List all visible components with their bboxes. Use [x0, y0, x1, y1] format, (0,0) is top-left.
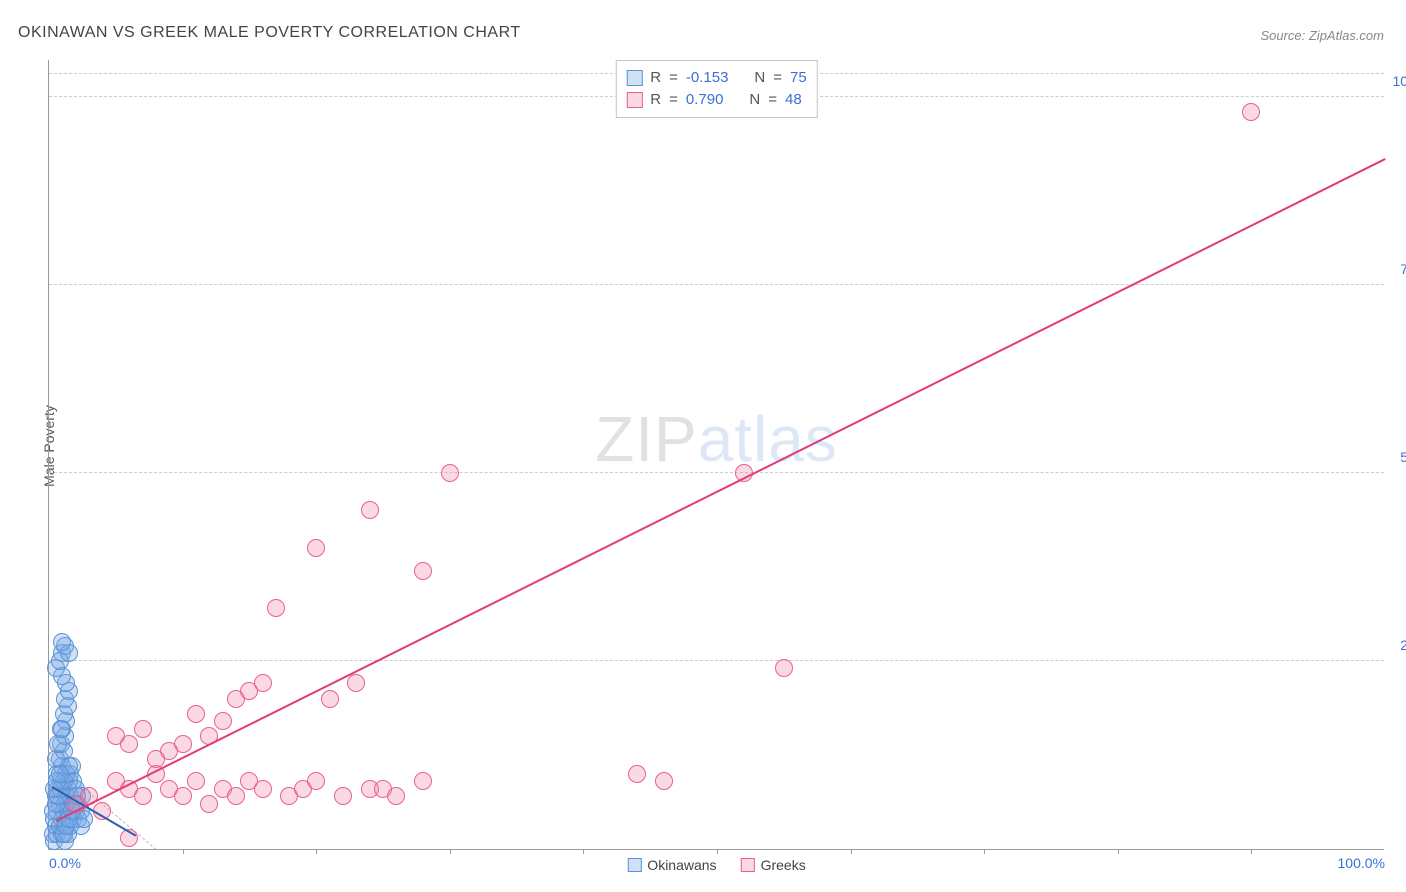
data-point	[214, 712, 232, 730]
eq: =	[773, 67, 782, 89]
scatter-plot-area: ZIPatlas R=-0.153N=75R=0.790N=48 Okinawa…	[48, 60, 1384, 850]
n-label: N	[754, 67, 765, 89]
x-tick	[183, 849, 184, 854]
x-tick-label: 0.0%	[49, 855, 81, 871]
data-point	[775, 659, 793, 677]
data-point	[307, 539, 325, 557]
source-attribution: Source: ZipAtlas.com	[1260, 28, 1384, 43]
trend-line	[55, 158, 1385, 822]
x-tick-label: 100.0%	[1338, 855, 1385, 871]
legend-swatch	[627, 858, 641, 872]
source-name: ZipAtlas.com	[1309, 28, 1384, 43]
data-point	[655, 772, 673, 790]
data-point	[147, 750, 165, 768]
n-value: 48	[785, 89, 802, 111]
data-point	[307, 772, 325, 790]
gridline	[49, 660, 1384, 661]
data-point	[134, 787, 152, 805]
legend-item: Greeks	[741, 857, 806, 873]
data-point	[120, 735, 138, 753]
stats-row: R = -0.153 N = 75	[626, 67, 806, 89]
y-tick-label: 100.0%	[1388, 73, 1406, 89]
data-point	[361, 501, 379, 519]
r-value: 0.790	[686, 89, 724, 111]
data-point	[414, 772, 432, 790]
data-point	[267, 599, 285, 617]
x-tick	[717, 849, 718, 854]
data-point	[321, 690, 339, 708]
series-legend: Okinawans Greeks	[627, 857, 805, 873]
y-tick-label: 25.0%	[1388, 637, 1406, 653]
gridline	[49, 284, 1384, 285]
watermark: ZIPatlas	[595, 402, 838, 476]
data-point	[1242, 103, 1260, 121]
data-point	[334, 787, 352, 805]
y-tick-label: 75.0%	[1388, 261, 1406, 277]
x-tick	[1118, 849, 1119, 854]
x-tick	[583, 849, 584, 854]
n-value: 75	[790, 67, 807, 89]
data-point	[52, 720, 70, 738]
data-point	[53, 633, 71, 651]
data-point	[51, 765, 69, 783]
data-point	[374, 780, 392, 798]
gridline	[49, 472, 1384, 473]
series-swatch	[626, 92, 642, 108]
data-point	[441, 464, 459, 482]
data-point	[254, 674, 272, 692]
source-prefix: Source:	[1260, 28, 1308, 43]
eq: =	[669, 67, 678, 89]
data-point	[200, 795, 218, 813]
watermark-zip: ZIP	[595, 403, 698, 475]
x-tick	[1251, 849, 1252, 854]
data-point	[254, 780, 272, 798]
data-point	[414, 562, 432, 580]
data-point	[347, 674, 365, 692]
r-label: R	[650, 67, 661, 89]
data-point	[628, 765, 646, 783]
legend-swatch	[741, 858, 755, 872]
x-tick	[851, 849, 852, 854]
stats-row: R = 0.790 N = 48	[626, 89, 806, 111]
data-point	[227, 787, 245, 805]
x-tick	[984, 849, 985, 854]
data-point	[134, 720, 152, 738]
legend-label: Greeks	[761, 857, 806, 873]
series-swatch	[626, 70, 642, 86]
data-point	[187, 705, 205, 723]
r-label: R	[650, 89, 661, 111]
legend-label: Okinawans	[647, 857, 716, 873]
data-point	[187, 772, 205, 790]
x-tick	[316, 849, 317, 854]
r-value: -0.153	[686, 67, 729, 89]
legend-item: Okinawans	[627, 857, 716, 873]
chart-title: OKINAWAN VS GREEK MALE POVERTY CORRELATI…	[18, 24, 521, 42]
data-point	[174, 787, 192, 805]
x-tick	[450, 849, 451, 854]
eq: =	[669, 89, 678, 111]
correlation-stats-box: R=-0.153N=75R=0.790N=48	[615, 60, 817, 118]
eq: =	[768, 89, 777, 111]
n-label: N	[749, 89, 760, 111]
y-tick-label: 50.0%	[1388, 449, 1406, 465]
